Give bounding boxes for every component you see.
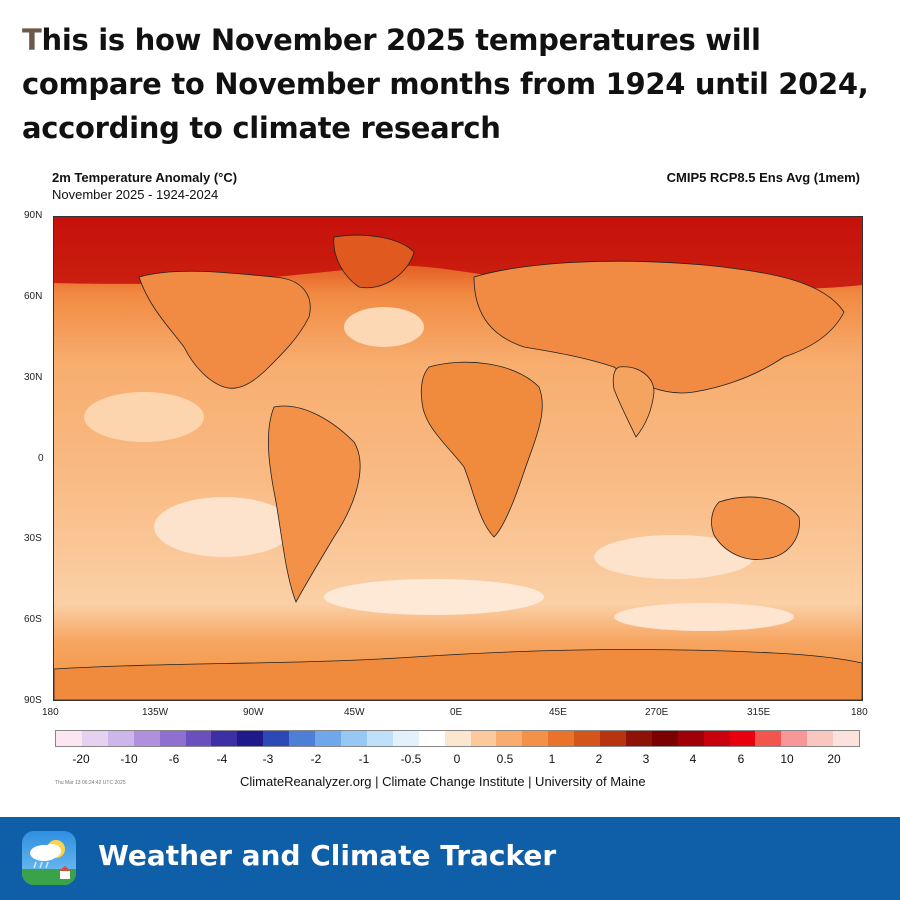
- headline-line-1-rest: his is how November 2025 temperatures wi…: [41, 23, 761, 57]
- footer-bar: Weather and Climate Tracker: [0, 817, 900, 900]
- colorbar-swatch: [781, 731, 808, 746]
- continent-eurasia: [473, 260, 845, 394]
- colorbar-swatch: [289, 731, 316, 746]
- colorbar-swatch: [315, 731, 341, 746]
- map-title: 2m Temperature Anomaly (°C): [52, 170, 238, 185]
- colorbar-swatch: [211, 731, 238, 746]
- ocean-patch: [154, 497, 294, 557]
- continent-south-america: [267, 405, 361, 603]
- timestamp: Thu Mar 13 06:24:42 UTC 2025: [55, 780, 126, 786]
- colorbar-tick-label: 1: [548, 752, 556, 766]
- colorbar-tick-label: 4: [689, 752, 697, 766]
- colorbar-tick-label: -6: [168, 752, 180, 766]
- lon-label: 270E: [645, 707, 669, 718]
- credits-line: ClimateReanalyzer.org | Climate Change I…: [240, 774, 646, 789]
- headline-line-3: according to climate research: [22, 111, 501, 145]
- colorbar-swatch: [185, 731, 212, 746]
- colorbar-swatch: [548, 731, 575, 746]
- map-graphic: [54, 217, 862, 700]
- colorbar-tick-label: -0.5: [400, 752, 422, 766]
- lat-label: 90N: [24, 210, 43, 221]
- map-subtitle: November 2025 - 1924-2024: [52, 187, 219, 202]
- lat-label: 60N: [24, 291, 43, 302]
- colorbar-tick-label: -1: [358, 752, 370, 766]
- colorbar-swatch: [729, 731, 756, 746]
- continent-australia: [711, 496, 800, 560]
- lat-label: 30S: [24, 533, 42, 544]
- ocean-patch: [344, 307, 424, 347]
- colorbar-tick-label: -3: [262, 752, 274, 766]
- colorbar-tick-label: -10: [120, 752, 138, 766]
- colorbar-swatch: [237, 731, 264, 746]
- lat-label: 0: [38, 453, 44, 464]
- colorbar: [55, 730, 860, 747]
- lon-label: 45W: [344, 707, 365, 718]
- colorbar-swatch: [366, 731, 393, 746]
- colorbar-swatch: [418, 731, 445, 746]
- ocean-patch: [594, 535, 754, 579]
- lon-label: 90W: [243, 707, 264, 718]
- colorbar-swatch: [651, 731, 678, 746]
- colorbar-swatch: [56, 731, 82, 746]
- lon-label: 315E: [747, 707, 771, 718]
- colorbar-swatch: [703, 731, 730, 746]
- colorbar-swatch: [444, 731, 471, 746]
- headline-line-1: This is how November 2025 temperatures w…: [22, 18, 882, 62]
- lon-label: 45E: [549, 707, 567, 718]
- colorbar-swatch: [807, 731, 834, 746]
- colorbar-swatch: [677, 731, 704, 746]
- headline-first-letter: T: [22, 23, 42, 57]
- colorbar-swatch: [133, 731, 160, 746]
- colorbar-swatch: [574, 731, 601, 746]
- colorbar-tick-label: 10: [780, 752, 794, 766]
- colorbar-swatch: [833, 731, 860, 746]
- headline: This is how November 2025 temperatures w…: [22, 18, 882, 150]
- lat-label: 60S: [24, 614, 42, 625]
- colorbar-tick-label: -2: [310, 752, 322, 766]
- colorbar-swatch: [159, 731, 186, 746]
- weather-app-icon: [22, 831, 76, 885]
- colorbar-tick-label: -20: [72, 752, 90, 766]
- colorbar-swatch: [392, 731, 419, 746]
- footer-title: Weather and Climate Tracker: [98, 839, 557, 872]
- continent-africa: [420, 361, 543, 538]
- continent-greenland: [333, 234, 415, 289]
- colorbar-swatch: [755, 731, 782, 746]
- colorbar-swatch: [470, 731, 497, 746]
- colorbar-swatch: [81, 731, 108, 746]
- temperature-anomaly-map: [53, 216, 863, 701]
- continent-north-america: [138, 270, 311, 389]
- lon-label: 180: [42, 707, 59, 718]
- lat-label: 90S: [24, 695, 42, 706]
- continent-antarctica: [54, 649, 862, 700]
- ocean-patch: [614, 603, 794, 631]
- ocean-patch: [84, 392, 204, 442]
- colorbar-swatch: [522, 731, 549, 746]
- lat-label: 30N: [24, 372, 43, 383]
- colorbar-tick-label: -4: [216, 752, 228, 766]
- colorbar-swatch: [496, 731, 523, 746]
- colorbar-tick-label: 6: [737, 752, 745, 766]
- colorbar-tick-label: 3: [642, 752, 650, 766]
- colorbar-swatch: [107, 731, 134, 746]
- colorbar-swatch: [263, 731, 290, 746]
- lon-label: 0E: [450, 707, 463, 718]
- ocean-patch: [324, 579, 544, 615]
- lon-label: 180: [851, 707, 868, 718]
- colorbar-tick-label: 2: [595, 752, 603, 766]
- colorbar-tick-label: 0: [453, 752, 461, 766]
- continent-india: [612, 366, 655, 438]
- colorbar-tick-label: 0.5: [496, 752, 514, 766]
- map-model-label: CMIP5 RCP8.5 Ens Avg (1mem): [666, 170, 860, 185]
- colorbar-swatch: [625, 731, 652, 746]
- colorbar-swatch: [340, 731, 367, 746]
- lon-label: 135W: [142, 707, 169, 718]
- colorbar-tick-label: 20: [827, 752, 841, 766]
- colorbar-swatch: [600, 731, 626, 746]
- headline-line-2: compare to November months from 1924 unt…: [22, 67, 869, 101]
